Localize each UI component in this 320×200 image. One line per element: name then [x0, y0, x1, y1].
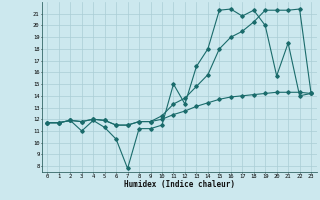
X-axis label: Humidex (Indice chaleur): Humidex (Indice chaleur) — [124, 180, 235, 189]
